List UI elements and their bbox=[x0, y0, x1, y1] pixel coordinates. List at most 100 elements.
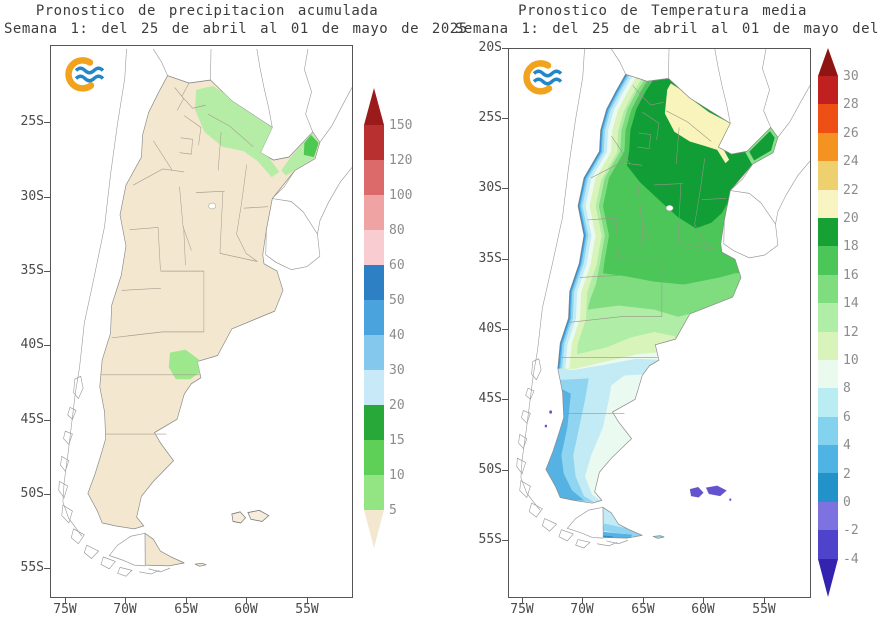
lat-label: 50S bbox=[20, 486, 44, 501]
neighbour-borders bbox=[58, 48, 352, 577]
lat-label: 25S bbox=[20, 114, 44, 129]
legend-label: 40 bbox=[389, 328, 405, 343]
province-borders bbox=[100, 82, 296, 435]
tierra-del-fuego bbox=[144, 532, 185, 567]
lon-label: 55W bbox=[295, 602, 319, 617]
legend-segment bbox=[364, 230, 384, 265]
legend-label: 6 bbox=[843, 409, 851, 425]
lon-label: 60W bbox=[234, 602, 258, 617]
legend-segment bbox=[364, 405, 384, 440]
legend-label: 120 bbox=[389, 153, 413, 168]
legend-label: 100 bbox=[389, 188, 413, 203]
legend-label: 150 bbox=[389, 118, 413, 133]
legend-label: 60 bbox=[389, 258, 405, 273]
isla-estados bbox=[194, 562, 207, 567]
lat-label: 20S bbox=[478, 40, 502, 55]
legend-label: 30 bbox=[843, 69, 859, 84]
legend-label: 24 bbox=[843, 154, 859, 170]
legend-label: 14 bbox=[843, 296, 859, 312]
legend-arrow-up bbox=[364, 88, 384, 125]
smn-logo-sun-arc bbox=[65, 57, 95, 92]
legend-label: 5 bbox=[389, 503, 397, 518]
rain-region-north bbox=[194, 85, 280, 178]
legend-segment bbox=[364, 335, 384, 370]
temp-region-2-4 bbox=[545, 388, 584, 501]
lat-label: 55S bbox=[20, 560, 44, 575]
temperature-regions bbox=[545, 74, 778, 539]
legend-segment bbox=[364, 475, 384, 510]
legend-label: 10 bbox=[389, 468, 405, 483]
legend-label: 80 bbox=[389, 223, 405, 238]
legend-segment bbox=[818, 246, 838, 275]
tdf-band-2-4 bbox=[603, 531, 632, 539]
legend-label: 4 bbox=[843, 438, 851, 454]
rain-region-rio-negro bbox=[168, 349, 201, 380]
lon-label: 55W bbox=[752, 602, 776, 617]
smn-logo bbox=[523, 60, 563, 95]
mar-chiquita-lake bbox=[665, 204, 674, 212]
argentina-mainland-outline bbox=[545, 73, 779, 504]
legend-label: -4 bbox=[843, 551, 859, 567]
legend-segment bbox=[818, 132, 838, 162]
smn-logo bbox=[65, 57, 105, 92]
precipitation-legend: 150 120 100 80 60 50 40 30 20 15 10 5 bbox=[364, 88, 434, 558]
legend-label: 10 bbox=[843, 353, 859, 368]
legend-segment bbox=[818, 530, 838, 559]
legend-segment bbox=[818, 161, 838, 190]
legend-segment bbox=[364, 125, 384, 160]
legend-label: 2 bbox=[843, 466, 851, 482]
neighbour-borders bbox=[516, 49, 810, 549]
legend-label: 15 bbox=[389, 433, 405, 448]
legend-label: 26 bbox=[843, 125, 859, 141]
legend-segment bbox=[818, 388, 838, 417]
legend-label: 18 bbox=[843, 239, 859, 255]
legend-segment bbox=[818, 104, 838, 133]
malvinas-islands bbox=[231, 509, 270, 524]
tdf-band-4-6 bbox=[603, 523, 641, 538]
precipitation-map-frame bbox=[50, 45, 353, 598]
lon-label: 60W bbox=[691, 602, 715, 617]
legend-label: 30 bbox=[389, 363, 405, 378]
legend-label: 28 bbox=[843, 97, 859, 113]
tierra-del-fuego-outline bbox=[602, 506, 643, 539]
legend-segment bbox=[818, 274, 838, 304]
legend-label: 20 bbox=[843, 211, 859, 226]
precipitation-regions bbox=[168, 85, 319, 380]
lat-label: 35S bbox=[478, 251, 502, 266]
lat-label: 35S bbox=[20, 263, 44, 278]
legend-segment bbox=[818, 217, 838, 247]
legend-label: 20 bbox=[389, 398, 405, 413]
lat-label: 45S bbox=[20, 412, 44, 427]
lat-label: 30S bbox=[478, 180, 502, 195]
smn-logo-wave-icon bbox=[74, 66, 105, 75]
legend-segment bbox=[364, 370, 384, 405]
legend-segment bbox=[818, 501, 838, 531]
precipitation-subtitle: Semana 1: del 25 de abril al 01 de mayo … bbox=[4, 21, 468, 37]
legend-label: 50 bbox=[389, 293, 405, 308]
legend-segment bbox=[818, 416, 838, 446]
legend-segment bbox=[364, 160, 384, 195]
legend-segment bbox=[364, 440, 384, 475]
lon-label: 70W bbox=[113, 602, 137, 617]
lat-label: 45S bbox=[478, 391, 502, 406]
legend-segment bbox=[818, 303, 838, 332]
legend-arrow-down bbox=[818, 558, 838, 597]
lon-label: 65W bbox=[631, 602, 655, 617]
lat-label: 40S bbox=[20, 337, 44, 352]
legend-arrow-up bbox=[818, 48, 838, 76]
precipitation-map bbox=[58, 48, 352, 577]
legend-arrow-down bbox=[364, 510, 384, 548]
lon-label: 75W bbox=[510, 602, 534, 617]
legend-segment bbox=[818, 189, 838, 218]
temperature-title: Pronostico de Temperatura media bbox=[518, 3, 807, 19]
isla-estados bbox=[652, 535, 665, 539]
lon-label: 65W bbox=[174, 602, 198, 617]
legend-segment bbox=[818, 359, 838, 389]
ice-field-speck bbox=[544, 424, 548, 428]
lon-label: 70W bbox=[570, 602, 594, 617]
legend-label: 22 bbox=[843, 182, 859, 198]
lat-label: 30S bbox=[20, 189, 44, 204]
legend-segment bbox=[818, 445, 838, 474]
smn-logo-wave-icon bbox=[532, 69, 563, 78]
